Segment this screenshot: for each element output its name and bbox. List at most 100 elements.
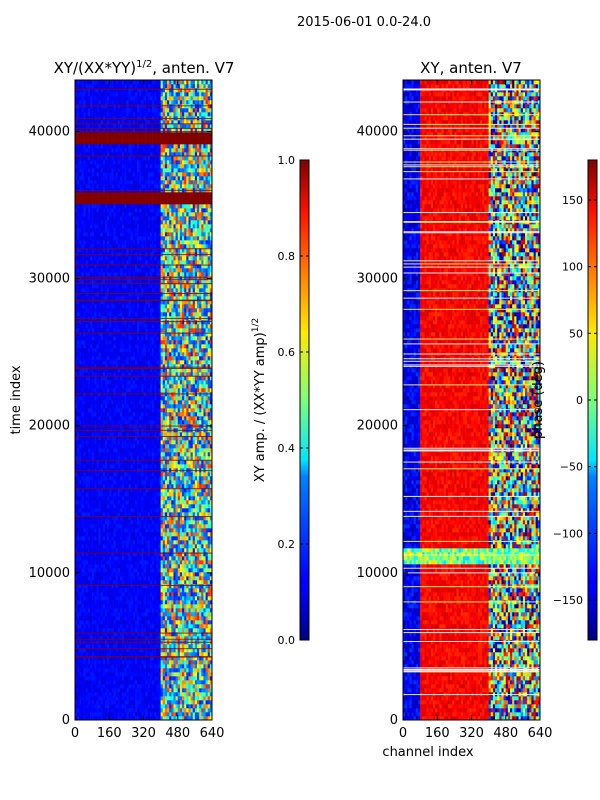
heatmap-cell [201,620,204,625]
heatmap-cell [186,704,189,709]
heatmap-cell [94,592,97,597]
heatmap-cell [201,500,204,505]
heatmap-cell [160,608,164,613]
heatmap-cell [109,688,112,693]
heatmap-cell [109,672,112,677]
heatmap-cell [117,648,121,653]
heatmap-cell [94,616,97,621]
heatmap-cell [145,496,149,501]
heatmap-cell [162,616,166,621]
heatmap-cell [197,416,200,421]
heatmap-cell [154,472,157,477]
heatmap-cell [87,652,91,657]
heatmap-cell [177,708,181,713]
heatmap-cell [171,664,174,669]
heatmap-cell [134,660,138,665]
heatmap-cell [87,712,91,717]
heatmap-cell [194,488,198,493]
heatmap-cell [77,676,80,681]
heatmap-cell [203,408,206,413]
heatmap-cell [96,540,99,545]
heatmap-cell [197,440,200,445]
heatmap-cell [175,552,179,557]
heatmap-cell [188,508,191,513]
heatmap-cell [209,460,213,465]
heatmap-cell [134,444,138,449]
heatmap-cell [162,684,166,689]
heatmap-cell [147,536,151,541]
heatmap-cell [92,680,95,685]
heatmap-cell [107,544,110,549]
heatmap-cell [115,540,119,545]
heatmap-cell [154,568,157,573]
heatmap-cell [122,656,125,661]
heatmap-cell [111,528,114,533]
heatmap-cell [179,588,183,593]
heatmap-cell [171,568,174,573]
heatmap-cell [169,444,172,449]
heatmap-cell [184,636,187,641]
heatmap-cell [152,676,155,681]
heatmap-cell [160,684,164,689]
heatmap-cell [192,460,196,465]
heatmap-cell [177,552,181,557]
heatmap-cell [209,544,213,549]
heatmap-cell [100,708,104,713]
heatmap-cell [203,592,206,597]
heatmap-cell [197,464,200,469]
heatmap-cell [92,712,95,717]
heatmap-cell [154,608,157,613]
heatmap-cell [107,692,110,697]
heatmap-cell [147,432,151,437]
heatmap-cell [85,604,89,609]
heatmap-cell [109,496,112,501]
heatmap-cell [134,488,138,493]
heatmap-cell [154,636,157,641]
heatmap-cell [199,556,202,561]
heatmap-cell [92,420,95,425]
heatmap-cell [77,576,80,581]
heatmap-cell [81,480,84,485]
heatmap-cell [111,580,114,585]
heatmap-cell [160,588,164,593]
heatmap-cell [160,564,164,569]
heatmap-cell [113,604,116,609]
heatmap-cell [164,580,168,585]
heatmap-cell [124,688,127,693]
heatmap-cell [107,436,110,441]
heatmap-cell [169,564,172,569]
heatmap-cell [149,684,153,689]
heatmap-cell [137,664,140,669]
heatmap-cell [205,672,209,677]
heatmap-cell [182,644,185,649]
heatmap-cell [194,504,198,509]
heatmap-cell [85,672,89,677]
heatmap-cell [182,692,185,697]
heatmap-cell [100,548,104,553]
heatmap-cell [100,576,104,581]
heatmap-cell [209,496,213,501]
heatmap-cell [124,408,127,413]
heatmap-cell [77,700,80,705]
heatmap-cell [109,592,112,597]
heatmap-cell [107,528,110,533]
heatmap-cell [115,608,119,613]
heatmap-cell [171,512,174,517]
heatmap-cell [209,420,213,425]
heatmap-cell [96,588,99,593]
heatmap-cell [117,480,121,485]
heatmap-cell [119,464,123,469]
heatmap-cell [134,500,138,505]
heatmap-cell [130,488,134,493]
heatmap-cell [179,548,183,553]
heatmap-cell [130,644,134,649]
heatmap-cell [192,580,196,585]
heatmap-cell [188,660,191,665]
heatmap-cell [164,480,168,485]
heatmap-cell [111,600,114,605]
heatmap-cell [177,448,181,453]
heatmap-cell [130,680,134,685]
heatmap-cell [79,532,82,537]
heatmap-cell [87,560,91,565]
heatmap-cell [98,476,101,481]
